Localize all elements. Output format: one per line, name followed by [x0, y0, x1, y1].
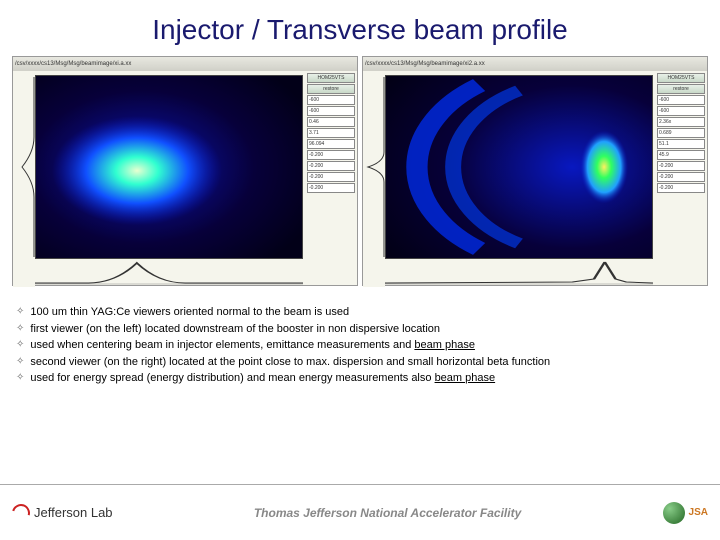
- y-profile-plot: [13, 77, 35, 257]
- bullet-icon: ✧: [16, 354, 24, 371]
- y-profile-area: [13, 71, 35, 287]
- jlab-swoosh-icon: [9, 500, 34, 525]
- panel-path: /csv/xxxx/cs13/Msg/Msg/beamimage/xi2.a.x…: [365, 61, 485, 67]
- readout: -0.200: [307, 172, 355, 182]
- readout: -0.200: [657, 161, 705, 171]
- ctrl-button[interactable]: HOM25VTS: [657, 73, 705, 83]
- bullet-item: ✧ used for energy spread (energy distribu…: [16, 370, 704, 387]
- y-profile-plot: [363, 77, 385, 257]
- bullet-item: ✧ first viewer (on the left) located down…: [16, 321, 704, 338]
- y-profile-area: [363, 71, 385, 287]
- bullet-item: ✧ used when centering beam in injector el…: [16, 337, 704, 354]
- jlab-logo: Jefferson Lab: [12, 504, 113, 522]
- panel-path: /csv/xxxx/cs13/Msg/Msg/beamimage/xi.a.xx: [15, 61, 131, 67]
- readout: 96.094: [307, 139, 355, 149]
- footer: Jefferson Lab Thomas Jefferson National …: [0, 484, 720, 540]
- footer-center-text: Thomas Jefferson National Accelerator Fa…: [254, 506, 521, 520]
- bullet-text: used for energy spread (energy distribut…: [30, 370, 495, 387]
- ctrl-button[interactable]: restore: [307, 84, 355, 94]
- globe-icon: [663, 502, 685, 524]
- footer-right: JSA: [663, 502, 708, 524]
- bullet-text: first viewer (on the left) located downs…: [30, 321, 440, 338]
- readout: 2.36x: [657, 117, 705, 127]
- bullet-item: ✧ 100 um thin YAG:Ce viewers oriented nor…: [16, 304, 704, 321]
- bullet-list: ✧ 100 um thin YAG:Ce viewers oriented nor…: [0, 286, 720, 387]
- ctrl-button[interactable]: HOM25VTS: [307, 73, 355, 83]
- bullet-icon: ✧: [16, 321, 24, 338]
- panel-topbar: /csv/xxxx/cs13/Msg/Msg/beamimage/xi.a.xx: [13, 57, 357, 71]
- jlab-text: Jefferson Lab: [34, 505, 113, 520]
- panel-topbar: /csv/xxxx/cs13/Msg/Msg/beamimage/xi2.a.x…: [363, 57, 707, 71]
- jsa-text: JSA: [689, 507, 708, 518]
- beam-image-left: [35, 75, 303, 259]
- bullet-icon: ✧: [16, 304, 24, 321]
- bullet-text: 100 um thin YAG:Ce viewers oriented norm…: [30, 304, 349, 321]
- x-profile-plot: [385, 259, 653, 285]
- slide-title: Injector / Transverse beam profile: [0, 0, 720, 56]
- bullet-icon: ✧: [16, 370, 24, 387]
- readout: -600: [657, 95, 705, 105]
- readout: 0.689: [657, 128, 705, 138]
- bullet-item: ✧ second viewer (on the right) located at…: [16, 354, 704, 371]
- readout: -0.200: [307, 183, 355, 193]
- bullet-text: used when centering beam in injector ele…: [30, 337, 475, 354]
- x-profile-plot: [35, 259, 303, 285]
- ctrl-button[interactable]: restore: [657, 84, 705, 94]
- control-column: HOM25VTS restore -600 -600 0.46 3.71 96.…: [305, 71, 357, 287]
- readout: 51.1: [657, 139, 705, 149]
- readout: -600: [307, 95, 355, 105]
- readout: 0.46: [307, 117, 355, 127]
- readout: -600: [307, 106, 355, 116]
- readout: -600: [657, 106, 705, 116]
- readout: -0.200: [307, 150, 355, 160]
- bullet-icon: ✧: [16, 337, 24, 354]
- readout: -0.200: [657, 172, 705, 182]
- jsa-logo: JSA: [663, 502, 708, 524]
- readout: 45.9: [657, 150, 705, 160]
- beam-image-right: [385, 75, 653, 259]
- screenshot-row: /csv/xxxx/cs13/Msg/Msg/beamimage/xi.a.xx: [0, 56, 720, 286]
- readout: -0.200: [657, 183, 705, 193]
- readout: -0.200: [307, 161, 355, 171]
- beam-panel-right: /csv/xxxx/cs13/Msg/Msg/beamimage/xi2.a.x…: [362, 56, 708, 286]
- readout: 3.71: [307, 128, 355, 138]
- bullet-text: second viewer (on the right) located at …: [30, 354, 550, 371]
- beam-panel-left: /csv/xxxx/cs13/Msg/Msg/beamimage/xi.a.xx: [12, 56, 358, 286]
- footer-left: Jefferson Lab: [12, 504, 113, 522]
- control-column: HOM25VTS restore -600 -600 2.36x 0.689 5…: [655, 71, 707, 287]
